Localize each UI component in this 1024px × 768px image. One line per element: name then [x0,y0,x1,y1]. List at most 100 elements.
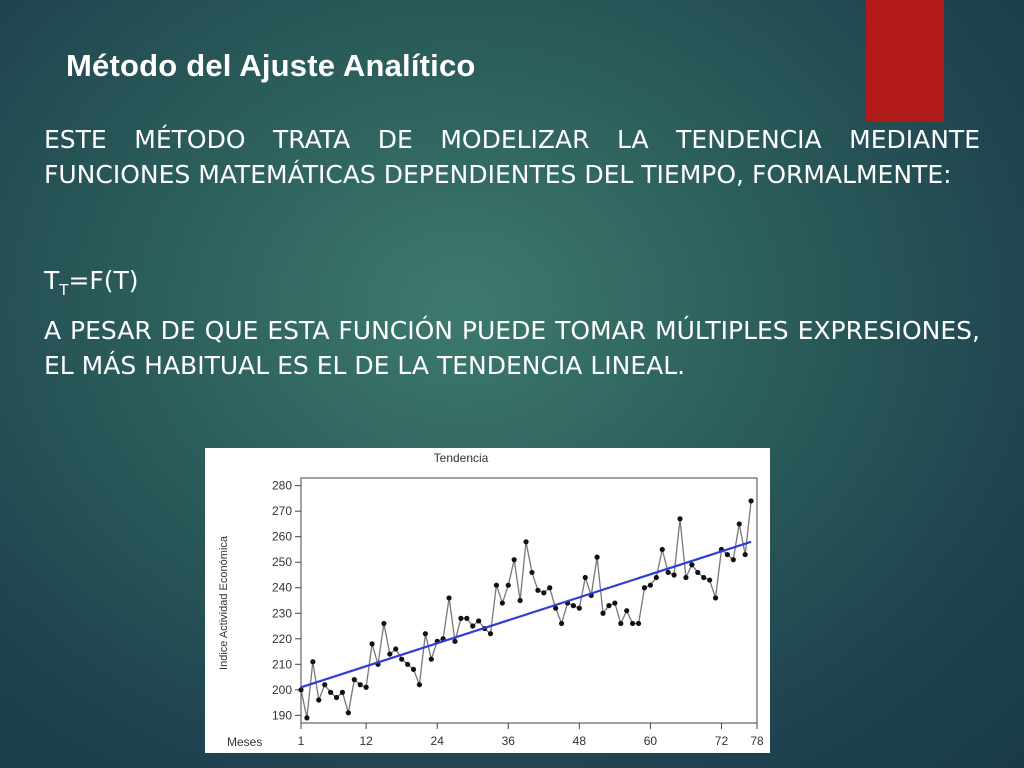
trend-chart-svg: Tendencia Indice Actividad Económica Mes… [218,451,764,749]
data-point [464,615,470,621]
data-point [339,689,346,695]
data-point [363,684,369,690]
data-point [452,638,458,644]
x-tick-label: 12 [359,734,373,748]
data-point [558,620,565,627]
data-point [624,608,630,614]
data-point [381,620,387,627]
data-point [535,587,541,593]
y-tick-label: 210 [272,657,292,671]
data-point [369,641,375,647]
plot-frame [300,477,758,724]
x-tick-label: 48 [573,734,587,748]
formula-subscript: T [59,281,69,299]
x-tick-label: 24 [431,734,445,748]
data-point [553,605,559,611]
data-point [399,656,405,662]
data-point [570,603,577,609]
series-line [300,500,752,719]
data-point [529,569,535,576]
accent-tab [866,0,944,122]
x-tick-label: 60 [644,734,658,748]
data-point [505,582,511,588]
data-point [665,569,671,576]
data-point [594,554,600,560]
data-point [476,618,482,624]
data-point [618,620,624,627]
data-point [742,551,748,558]
y-tick-label: 190 [272,708,292,722]
y-tick-label: 240 [272,581,292,595]
data-point [695,569,701,576]
data-point [748,498,754,504]
data-point [712,595,719,601]
data-point [547,585,553,591]
x-tick-label: 36 [502,734,516,748]
y-tick-label: 200 [272,683,292,697]
data-point [328,689,334,695]
x-tick-label: 72 [715,734,729,748]
y-tick-label: 230 [272,606,292,620]
trend-chart: Tendencia Indice Actividad Económica Mes… [205,448,770,753]
data-point [310,659,316,665]
data-point [298,687,304,693]
data-point [422,631,428,637]
data-point [404,661,411,667]
data-point [635,620,642,627]
data-point [446,595,452,601]
data-point [458,615,464,621]
data-point [493,582,500,588]
data-point [523,539,529,545]
data-point [322,682,328,688]
paragraph-linear: A PESAR DE QUE ESTA FUNCIÓN PUEDE TOMAR … [44,316,980,380]
chart-ylabel: Indice Actividad Económica [218,535,230,670]
data-point [736,521,742,527]
trend-line [300,540,752,689]
data-point [600,610,606,616]
data-point [647,582,654,588]
data-point [428,656,434,662]
data-point [351,677,357,683]
data-point [677,516,683,522]
x-tick-label: 1 [298,734,305,748]
data-point [387,651,393,657]
y-tick-label: 220 [272,632,292,646]
data-point [641,585,648,591]
data-point [576,605,582,611]
data-point [689,562,695,568]
data-point [393,646,399,652]
data-point [357,682,363,688]
data-point [304,715,310,721]
chart-title: Tendencia [434,451,489,465]
data-point [730,557,736,563]
data-point [701,574,707,581]
data-point [541,590,547,596]
data-point [671,572,677,578]
data-point [582,574,588,581]
formula-rhs: =F(T) [68,266,139,295]
data-point [511,557,517,563]
data-point [630,620,636,627]
data-point [416,682,423,688]
data-point [487,631,494,637]
formula: TT=F(T) [44,263,980,308]
paragraph-intro: ESTE MÉTODO TRATA DE MODELIZAR LA TENDEN… [44,125,980,189]
formula-lhs: T [44,266,60,295]
data-point [333,694,340,701]
y-tick-label: 250 [272,555,292,569]
data-point [316,697,322,703]
data-point [724,551,730,558]
y-tick-label: 270 [272,504,292,518]
data-point [606,603,612,609]
data-point [653,574,659,581]
data-point [659,546,665,553]
x-tick-label: 78 [750,734,764,748]
data-point [683,574,689,581]
data-point [612,600,618,606]
chart-xlabel: Meses [227,735,262,749]
slide-title: Método del Ajuste Analítico [66,48,476,83]
data-point [517,597,523,604]
y-tick-label: 260 [272,530,292,544]
y-tick-label: 280 [272,479,292,493]
data-point [410,666,417,673]
